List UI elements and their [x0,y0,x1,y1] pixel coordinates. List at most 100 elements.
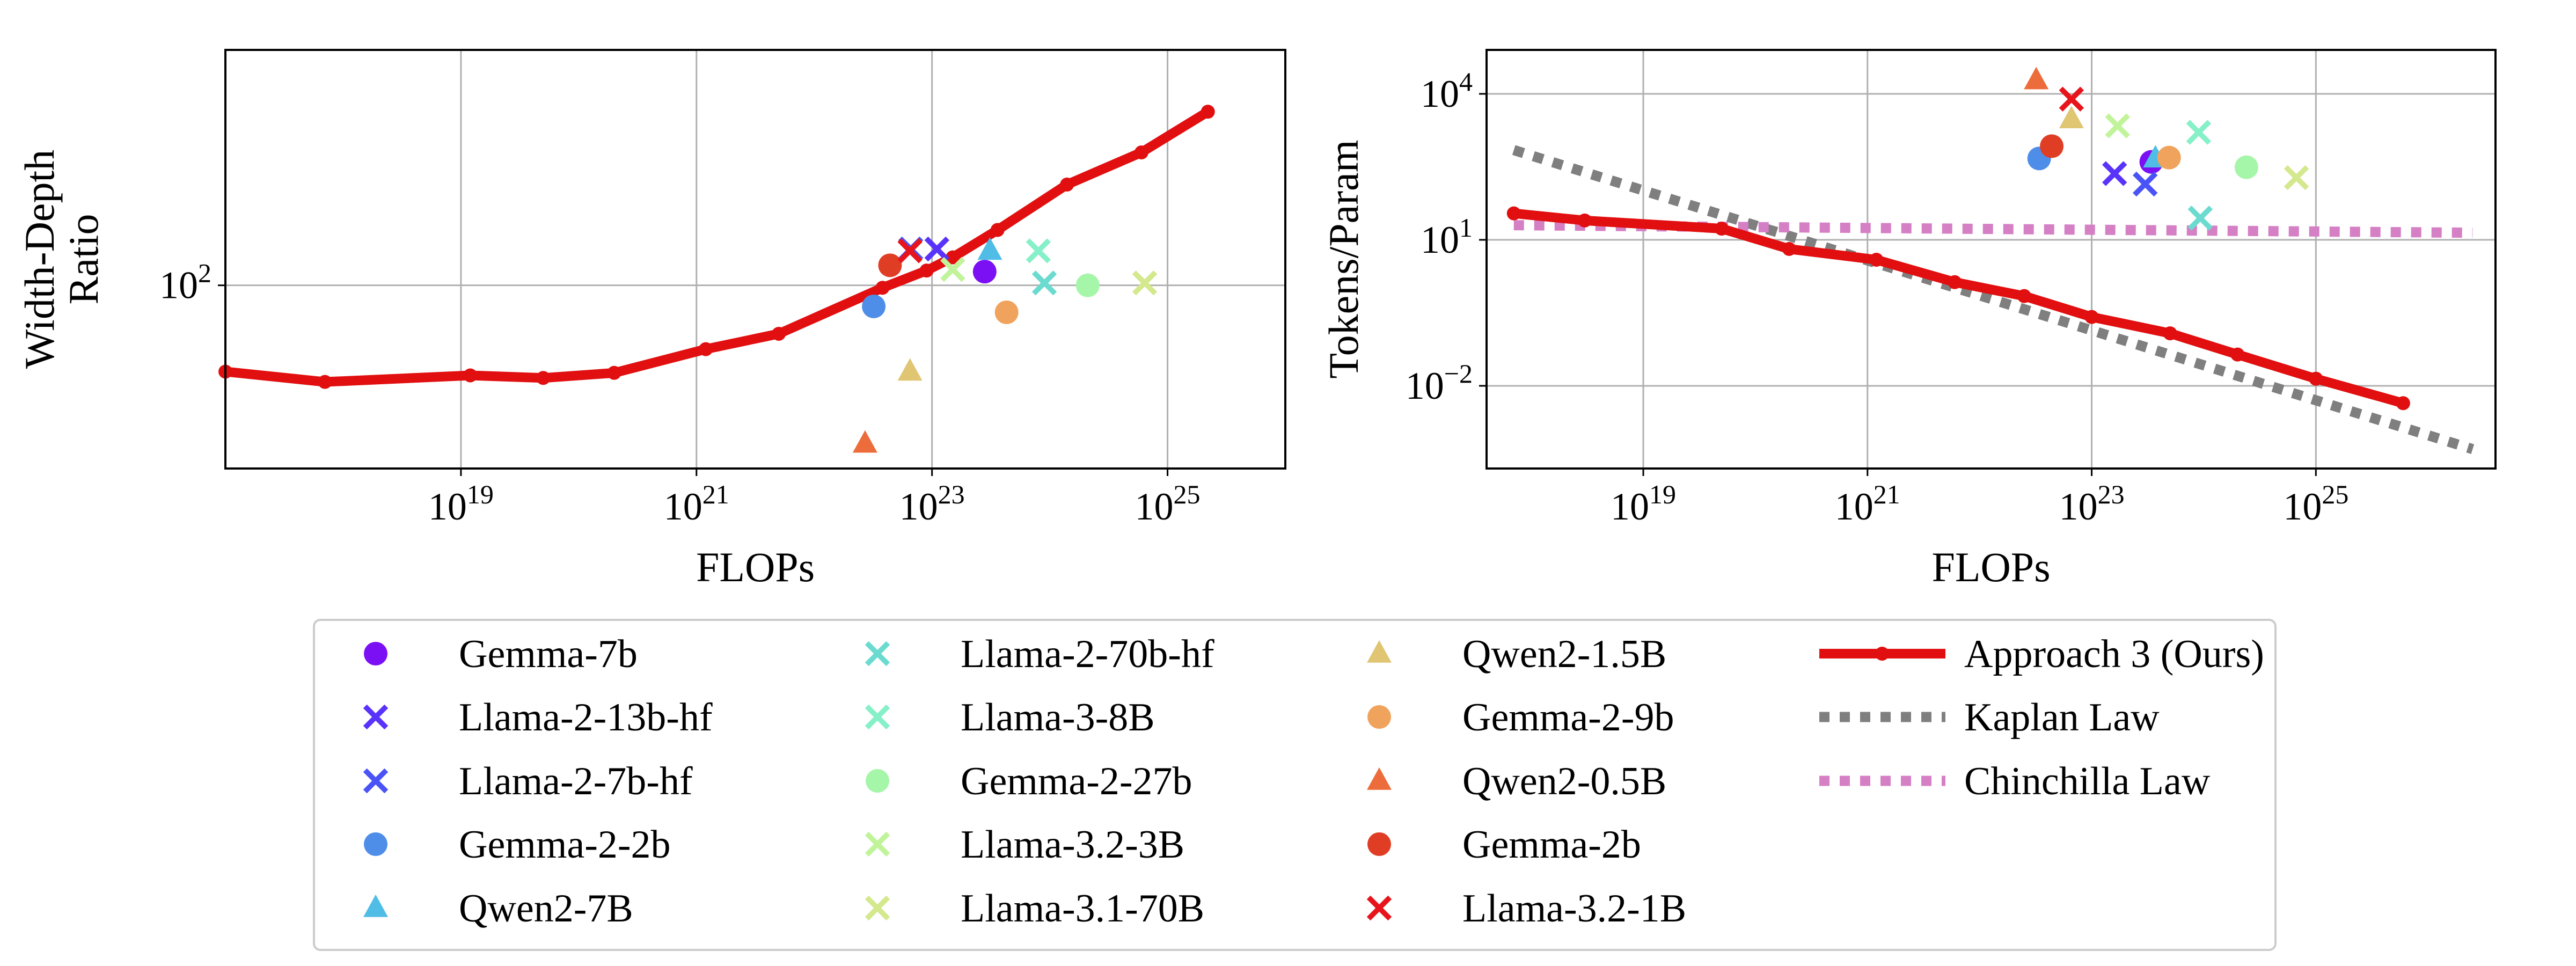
approach-3-point [1782,241,1796,256]
legend-item-llama-3-1-70b: Llama-3.1-70B [865,887,1204,931]
approach-3-point [2309,371,2323,386]
legend-label: Llama-3-8B [961,696,1155,740]
legend-label: Llama-2-7b-hf [459,759,693,803]
legend-marker [364,642,387,665]
point-llama-2-70b-hf [2187,206,2213,231]
approach-3-line [1513,208,2405,408]
point-llama-3-2-3b [940,257,965,282]
approach-3-point [2230,347,2245,362]
legend-marker [1367,705,1391,729]
legend-item-chinchilla-law: Chinchilla Law [1819,759,2211,803]
point-qwen2-7b [977,237,1002,260]
legend-label: Approach 3 (Ours) [1964,632,2264,676]
point-llama-2-7b-hf [2133,171,2158,197]
legend-item-llama-2-13b-hf: Llama-2-13b-hf [363,696,713,740]
legend-item-llama-3-2-1b: Llama-3.2-1B [1366,887,1686,931]
approach-3-point [2396,396,2410,411]
legend-marker [363,768,389,794]
point-qwen2-1-5b [897,358,923,381]
legend-label: Llama-2-13b-hf [459,696,713,740]
legend-marker [866,769,889,793]
legend-item-llama-3-8b: Llama-3-8B [865,696,1155,740]
legend-label: Llama-3.1-70B [961,887,1204,931]
chinchilla-law-line [1513,220,2473,238]
kaplan-law-line [1512,145,2475,454]
approach-3-point [2084,310,2099,324]
approach-3-point [1715,222,1729,236]
legend-item-gemma-2b: Gemma-2b [1367,823,1641,867]
legend-label: Kaplan Law [1964,696,2160,740]
grid [1487,50,2496,469]
approach-3-point [607,365,621,380]
legend-label: Qwen2-7B [459,887,633,931]
x-axis-label: FLOPs [696,544,815,590]
model-points [852,236,1158,453]
legend-item-llama-2-70b-hf: Llama-2-70b-hf [865,632,1214,676]
legend-item-qwen2-1-5b: Qwen2-1.5B [1367,632,1666,676]
approach-3-point [1869,252,1884,267]
y-tick-label: 10−2 [1406,358,1473,407]
legend-item-gemma-2-27b: Gemma-2-27b [866,759,1192,803]
x-tick-label: 1021 [1835,479,1900,528]
approach-3-point [2163,326,2177,341]
legend-label: Qwen2-1.5B [1462,632,1666,676]
approach-3-point [875,281,890,295]
legend-label: Gemma-2-27b [961,759,1192,803]
approach-3-point [2017,289,2031,303]
approach-3-point [536,371,551,385]
approach-3-point [463,368,478,383]
legend-box [313,619,2277,951]
x-tick-label: 1023 [2059,479,2125,528]
point-llama-3-2-3b [2105,113,2130,138]
plot-frame [224,49,1286,470]
legend-item-kaplan-law: Kaplan Law [1819,696,2160,740]
y-axis-label: Width-DepthRatio [16,150,107,369]
y-tick-label: 104 [1421,67,1473,115]
legend-label: Gemma-2b [1462,823,1641,867]
point-llama-3-8b [1026,238,1051,264]
point-qwen2-0-5b [852,430,877,453]
approach-3-line [225,107,1211,387]
legend-item-llama-3-2-3b: Llama-3.2-3B [865,823,1184,867]
y-tick-label: 102 [159,258,211,307]
legend-line-marker [1875,647,1889,661]
legend-marker [363,704,389,730]
approach-3-point [1577,213,1592,228]
legend-label: Llama-3.2-3B [961,823,1184,867]
legend-marker [1367,640,1392,663]
point-llama-3-2-1b [897,238,923,264]
chart-panel-tokens-per-param: 1019 1021 1023 1025 104 101 10−2 FLOPs Tokens/Pa… [1320,49,2497,590]
x-tick-label: 1019 [1611,479,1676,528]
legend-item-gemma-2-9b: Gemma-2-9b [1367,696,1674,740]
approach-3-point [1506,206,1521,221]
legend-item-qwen2-0-5b: Qwen2-0.5B [1367,759,1666,803]
point-gemma-7b [972,260,997,284]
legend-label: Llama-2-70b-hf [961,632,1214,676]
legend-label: Gemma-7b [459,632,638,676]
point-gemma-2-9b [2157,145,2181,170]
plot-frame [1485,49,2497,470]
approach-3-point [772,326,786,341]
y-tick-label: 101 [1421,213,1473,261]
point-gemma-2b [878,253,902,277]
approach-3-point [1201,105,1215,119]
approach-3-point [990,223,1005,237]
legend-marker [865,895,890,921]
legend-label: Gemma-2-2b [459,823,671,867]
legend-label: Chinchilla Law [1964,759,2211,803]
approach-3-point [1134,145,1148,160]
legend-label: Llama-3.2-1B [1462,887,1686,931]
legend-marker [865,704,890,730]
legend-marker [865,831,890,857]
grid [225,50,1285,469]
legend-label: Gemma-2-9b [1462,696,1674,740]
model-points [2024,67,2309,231]
point-llama-3-8b [2186,120,2212,145]
approach-3-point [318,375,332,389]
approach-3-series [218,105,1215,389]
legend-label: Qwen2-0.5B [1462,759,1666,803]
point-llama-3-2-1b [2059,86,2084,112]
point-llama-3-1-70b [2284,165,2309,191]
legend-marker [363,894,388,917]
x-tick-label: 1025 [1135,479,1201,528]
